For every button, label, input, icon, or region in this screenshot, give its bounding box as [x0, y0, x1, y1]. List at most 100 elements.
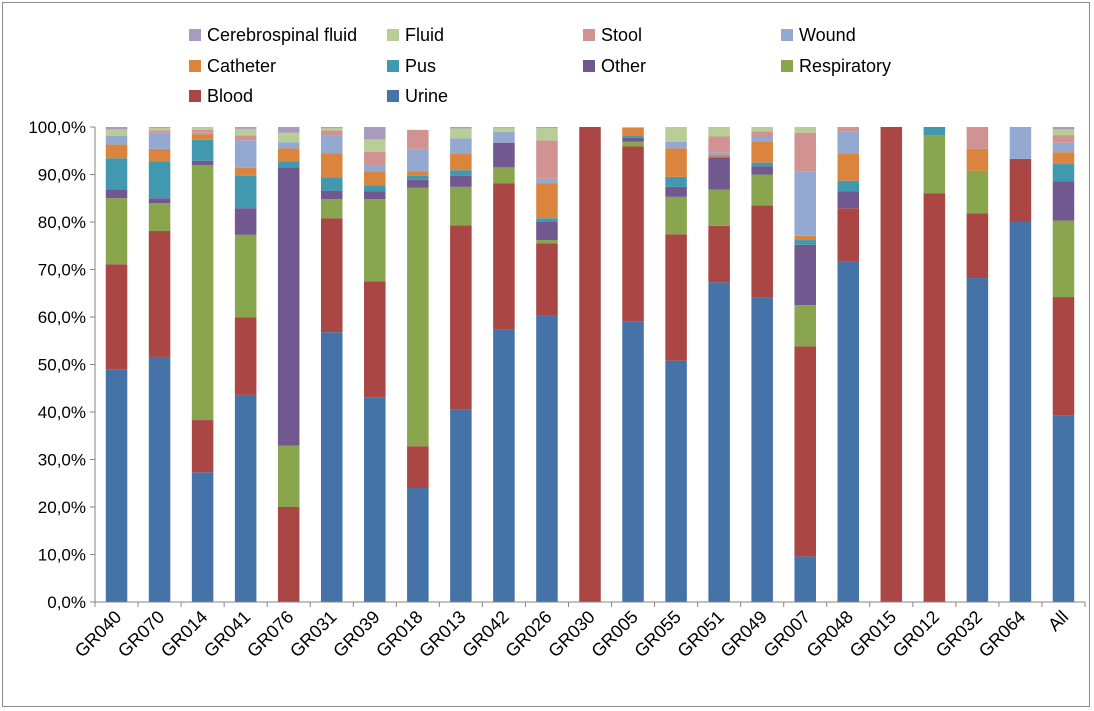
bar-segment-cerebrospinal-fluid — [105, 127, 128, 130]
bar-segment-pus — [450, 170, 472, 176]
x-tick-label: GR042 — [458, 607, 512, 661]
bar-segment-wound — [148, 132, 171, 149]
bar-stack-gr070 — [148, 127, 171, 602]
bar-segment-pus — [105, 158, 128, 190]
bar-segment-pus — [923, 127, 946, 136]
bar-segment-urine — [450, 409, 472, 602]
y-tick-label: 80,0% — [38, 213, 86, 232]
bar-stack-gr032 — [966, 127, 989, 602]
bar-segment-blood — [536, 243, 558, 316]
bar-segment-fluid — [234, 128, 257, 136]
bar-segment-pus — [277, 161, 300, 168]
legend-item-respiratory: Respiratory — [781, 56, 891, 76]
bar-segment-other — [708, 157, 730, 190]
bar-segment-fluid — [105, 129, 128, 137]
bar-segment-cerebrospinal-fluid — [536, 127, 558, 128]
bar-segment-urine — [493, 329, 515, 602]
bar-segment-wound — [364, 165, 386, 172]
bar-segment-pus — [364, 185, 386, 192]
bar-segment-fluid — [665, 127, 687, 142]
bar-segment-respiratory — [794, 305, 816, 347]
bar-segment-pus — [407, 175, 429, 180]
bar-segment-wound — [708, 152, 730, 156]
bar-segment-blood — [665, 234, 687, 361]
bar-segment-respiratory — [191, 165, 214, 421]
legend-label: Wound — [799, 25, 856, 45]
bar-segment-respiratory — [277, 445, 300, 507]
bar-segment-urine — [105, 369, 128, 602]
bar-segment-catheter — [364, 171, 386, 186]
bar-segment-catheter — [320, 153, 343, 178]
stacked-bar-chart: Cerebrospinal fluid Fluid Stool Wound Cathet… — [28, 25, 1086, 661]
bar-segment-other — [493, 142, 515, 168]
bar-segment-respiratory — [622, 141, 644, 147]
bar-segment-pus — [320, 177, 343, 191]
bar-segment-blood — [837, 208, 860, 262]
x-tick-label: GR048 — [803, 607, 857, 661]
bar-segment-wound — [536, 178, 558, 184]
bar-segment-urine — [320, 332, 343, 602]
bar-segment-respiratory — [708, 189, 730, 226]
bar-segment-blood — [234, 317, 257, 395]
legend-item-blood: Blood — [189, 86, 253, 106]
y-tick-label: 50,0% — [38, 356, 86, 375]
bar-stack-gr049 — [751, 127, 773, 602]
bar-segment-other — [191, 160, 214, 165]
legend-item-stool: Stool — [583, 25, 642, 45]
legend-swatch — [583, 29, 595, 41]
bar-segment-wound — [751, 136, 773, 142]
bar-stack-gr013 — [450, 127, 472, 602]
bar-segment-respiratory — [148, 203, 171, 232]
bar-segment-fluid — [708, 127, 730, 137]
legend-label: Blood — [207, 86, 253, 106]
x-tick-label: GR070 — [114, 607, 168, 661]
bar-segment-urine — [794, 556, 816, 602]
bar-segment-urine — [364, 397, 386, 602]
x-axis: GR040GR070GR014GR041GR076GR031GR039GR018… — [71, 601, 1086, 661]
bar-segment-catheter — [234, 167, 257, 176]
bar-segment-respiratory — [665, 196, 687, 235]
bar-segment-fluid — [1052, 129, 1075, 136]
bar-segment-urine — [234, 394, 257, 602]
bar-segment-blood — [320, 218, 343, 333]
bar-segment-other — [407, 179, 429, 188]
bar-stack-gr030 — [579, 127, 601, 602]
bar-segment-wound — [450, 138, 472, 154]
bar-segment-pus — [794, 240, 816, 245]
bar-segment-other — [320, 190, 343, 200]
bar-segment-pus — [536, 218, 558, 222]
bar-stack-gr018 — [407, 129, 429, 602]
bar-segment-fluid — [622, 127, 644, 128]
bar-segment-stool — [191, 129, 214, 133]
x-tick-label: GR030 — [544, 607, 598, 661]
bar-segment-blood — [493, 183, 515, 330]
bar-segment-wound — [493, 131, 515, 143]
x-tick-label: GR039 — [329, 607, 383, 661]
bar-segment-wound — [794, 171, 816, 236]
x-tick-label: GR049 — [717, 607, 771, 661]
bar-segment-catheter — [536, 183, 558, 219]
legend-item-wound: Wound — [781, 25, 856, 45]
bar-segment-cerebrospinal-fluid — [1052, 127, 1075, 130]
bar-stack-gr005 — [622, 127, 644, 602]
bar-stack-gr007 — [794, 127, 816, 602]
bar-segment-blood — [105, 264, 128, 370]
bar-segment-pus — [234, 175, 257, 209]
bar-segment-blood — [923, 193, 946, 602]
x-tick-label: GR012 — [889, 607, 943, 661]
legend-item-urine: Urine — [387, 86, 448, 106]
bar-segment-urine — [191, 472, 214, 602]
bar-segment-urine — [966, 278, 989, 602]
bar-segment-blood — [407, 446, 429, 488]
legend-label: Other — [601, 56, 646, 76]
y-tick-label: 90,0% — [38, 166, 86, 185]
bar-segment-catheter — [105, 144, 128, 159]
bar-segment-stool — [407, 129, 429, 149]
x-tick-label: All — [1044, 607, 1072, 635]
bar-segment-catheter — [665, 148, 687, 177]
x-tick-label: GR051 — [673, 607, 727, 661]
bar-segment-blood — [622, 146, 644, 322]
bar-segment-urine — [665, 360, 687, 602]
bar-segment-fluid — [191, 127, 214, 130]
bar-segment-wound — [320, 135, 343, 154]
